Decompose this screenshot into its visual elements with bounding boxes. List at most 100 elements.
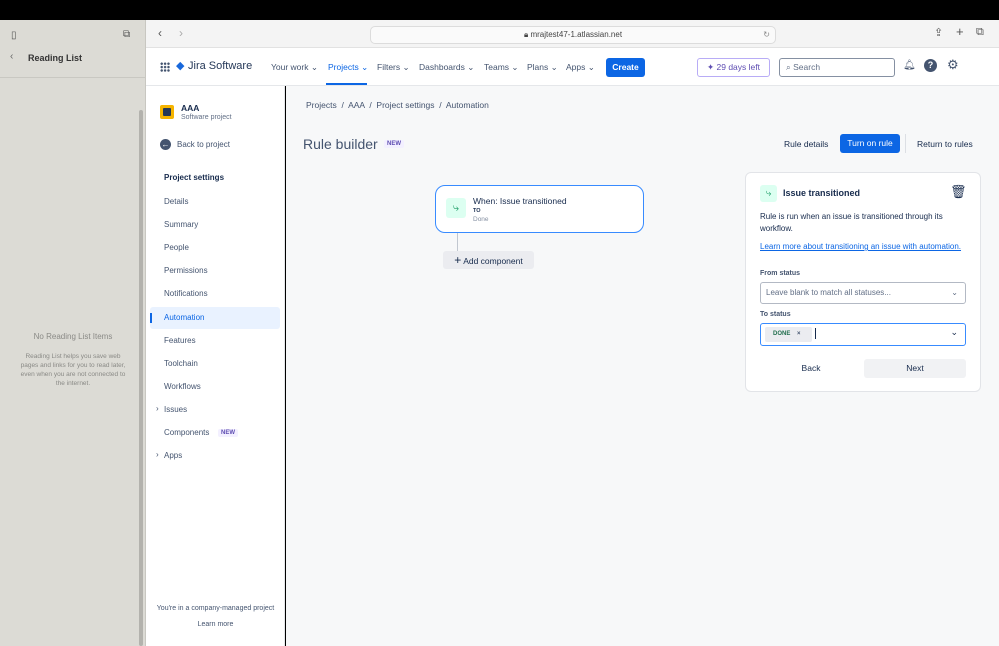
sidebar-item-label: Workflows [164,381,201,391]
active-indicator [150,312,152,323]
page-title: Rule builder [303,136,378,152]
turn-on-rule-button[interactable]: Turn on rule [840,134,900,153]
breadcrumb-project-settings[interactable]: Project settings [376,100,435,110]
sidebar-item-permissions[interactable]: Permissions [150,260,280,282]
empty-title: No Reading List Items [33,332,113,341]
sidebar-item-label: Components [164,428,210,437]
chevron-right-icon: › [156,450,159,460]
jira-top-nav: ◆ Jira Software Your work ⌄ Projects ⌄ F… [146,48,999,86]
sidebar-item-automation[interactable]: Automation [150,306,280,329]
sidebar-item-label: Toolchain [164,358,198,368]
next-button[interactable]: Next [864,359,966,378]
reading-list-sidebar: ▯ ⧉ ‹ Reading List No Reading List Items… [0,20,146,646]
forward-button[interactable]: › [179,26,183,40]
chevron-down-icon[interactable]: ⌄ [950,327,958,337]
nav-projects[interactable]: Projects ⌄ [328,62,369,72]
new-badge: NEW [218,429,238,437]
lock-icon: 🔒︎ [523,30,531,39]
breadcrumb-projects[interactable]: Projects [306,100,337,110]
panel-title: Issue transitioned [783,188,861,198]
sidebar-item-label: Apps [164,451,183,461]
breadcrumb: Projects / AAA / Project settings / Auto… [306,100,489,110]
sidebar-item-apps[interactable]: › Apps [150,445,280,467]
address-bar[interactable]: 🔒︎ mrajtest47-1.atlassian.net ↻ [370,26,776,44]
arrow-left-icon: ← [160,139,171,150]
new-tab-icon[interactable]: + [956,24,964,39]
nav-teams[interactable]: Teams ⌄ [484,62,519,72]
search-input[interactable]: ⌕ Search [779,58,895,77]
trigger-config-panel: ⤷ Issue transitioned 🗑︎ Rule is run when… [745,172,981,392]
sidebar-item-label: People [164,243,189,253]
active-tab-indicator [326,83,367,85]
back-button[interactable]: ‹ [158,26,162,40]
back-to-project[interactable]: ← Back to project [160,139,230,150]
browser-toolbar: ‹ › 🔒︎ mrajtest47-1.atlassian.net ↻ ⇪ + ⧉ [146,20,999,48]
project-type: Software project [181,114,232,121]
url-text: mrajtest47-1.atlassian.net [530,30,623,39]
trash-icon[interactable]: 🗑︎ [950,184,967,199]
rule-details-button[interactable]: Rule details [784,139,829,149]
create-button[interactable]: Create [606,58,645,77]
section-heading: Project settings [164,173,225,182]
to-status-select[interactable]: DONE × ⌄ [760,323,966,346]
sidebar-item-toolchain[interactable]: Toolchain [150,353,280,375]
trigger-title: When: Issue transitioned [473,196,567,206]
back-icon[interactable]: ‹ [10,51,14,62]
tabs-overview-icon[interactable]: ⧉ [976,26,984,38]
sidebar-item-workflows[interactable]: Workflows [150,376,280,398]
sidebar-item-features[interactable]: Features [150,330,280,352]
company-managed-note: You're in a company-managed project [156,605,275,612]
breadcrumb-aaa[interactable]: AAA [348,100,365,110]
nav-dashboards[interactable]: Dashboards ⌄ [419,62,475,72]
help-icon[interactable]: ? [924,59,937,72]
jira-logo-icon: ◆ [176,60,185,72]
settings-icon[interactable]: ⚙ [947,57,959,72]
connector-line [457,233,458,251]
sidebar-toggle-icon[interactable]: ▯ [11,30,17,41]
return-to-rules-button[interactable]: Return to rules [917,139,973,149]
app-switcher-icon[interactable] [160,62,170,72]
new-badge: NEW [384,140,404,148]
status-tag-done: DONE × [765,327,812,342]
trigger-card[interactable]: ⤷ When: Issue transitioned TO Done [435,185,644,233]
nav-plans[interactable]: Plans ⌄ [527,62,558,72]
remove-tag-icon[interactable]: × [797,331,801,337]
share-icon[interactable]: ⇪ [934,27,944,39]
add-component-button[interactable]: + Add component [443,251,534,269]
chevron-down-icon: ⌄ [951,288,958,297]
sidebar-item-details[interactable]: Details [150,191,280,213]
scrollbar[interactable] [139,110,143,646]
nav-filters[interactable]: Filters ⌄ [377,62,410,72]
chevron-right-icon: › [156,403,159,413]
to-status-label: To status [760,311,791,318]
text-cursor [815,328,816,339]
sidebar-item-components[interactable]: Components NEW [150,422,280,444]
from-status-select[interactable]: Leave blank to match all statuses... ⌄ [760,282,966,304]
back-button[interactable]: Back [801,363,821,373]
reload-icon[interactable]: ↻ [763,30,770,39]
transition-icon: ⤷ [446,198,466,218]
project-name: AAA [181,103,200,113]
notifications-icon[interactable]: 🔔︎ [903,60,916,71]
transition-icon: ⤷ [760,185,777,202]
from-status-label: From status [760,270,801,277]
product-name[interactable]: Jira Software [188,60,253,72]
breadcrumb-automation[interactable]: Automation [445,100,489,110]
learn-more-link[interactable]: Learn more [197,621,234,628]
new-tab-group-icon[interactable]: ⧉ [123,29,131,40]
reading-list-title: Reading List [28,53,83,63]
project-avatar [160,105,174,119]
sidebar-item-label: Notifications [164,289,208,299]
sidebar-item-label: Issues [164,404,188,414]
sidebar-item-people[interactable]: People [150,237,280,259]
trigger-sub-label: TO [473,208,481,214]
nav-your-work[interactable]: Your work ⌄ [271,62,318,72]
nav-apps[interactable]: Apps ⌄ [566,62,595,72]
sidebar-item-summary[interactable]: Summary [150,214,280,236]
learn-more-link[interactable]: Learn more about transitioning an issue … [760,242,962,251]
trigger-sub-value: Done [473,216,489,223]
divider [905,134,906,153]
trial-button[interactable]: ✦ 29 days left [697,58,770,77]
sidebar-item-issues[interactable]: › Issues [150,399,280,421]
sidebar-item-notifications[interactable]: Notifications [150,283,280,305]
